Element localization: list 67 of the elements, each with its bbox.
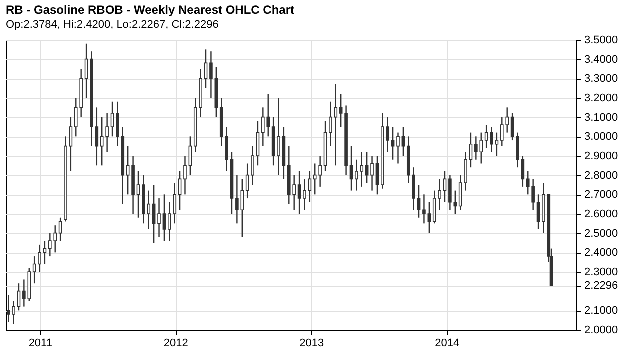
candlestick: [469, 132, 473, 168]
candlestick: [95, 107, 99, 166]
candlestick: [376, 155, 380, 196]
candlestick: [43, 240, 47, 265]
candlestick: [396, 132, 400, 164]
candlestick: [339, 94, 343, 128]
candlestick: [256, 120, 260, 166]
candlestick: [178, 170, 182, 211]
y-tick-label: 2.6000: [584, 208, 618, 220]
candlestick: [370, 155, 374, 192]
candlestick: [277, 97, 280, 176]
y-tick-label: 2.9000: [584, 150, 618, 162]
candlestick: [510, 112, 514, 142]
y-tick-label: 3.1000: [584, 112, 618, 124]
y-tick-label: 3.5000: [584, 34, 618, 46]
y-tick-label: 2.0000: [584, 324, 618, 336]
candlestick: [350, 146, 354, 192]
candlestick: [303, 178, 306, 211]
candlestick: [110, 101, 114, 138]
candlestick: [516, 132, 520, 168]
y-tick-label: 2.2296: [584, 280, 618, 292]
candlestick: [158, 198, 161, 238]
candlestick: [484, 124, 488, 149]
candlestick: [17, 283, 21, 312]
candlestick: [6, 294, 10, 323]
candlestick: [251, 146, 254, 186]
x-tick-label: 2013: [300, 338, 324, 348]
y-tick-label: 3.0000: [584, 131, 618, 144]
y-tick-label: 3.2000: [584, 92, 618, 104]
y-tick-label: 2.7000: [584, 189, 618, 202]
x-tick-label: 2012: [164, 338, 188, 348]
candlestick: [38, 244, 42, 273]
candlestick: [69, 116, 73, 172]
y-tick-label: 2.5000: [584, 228, 618, 240]
chart-title: RB - Gasoline RBOB - Weekly Nearest OHLC Chart: [6, 3, 295, 17]
candlestick: [152, 184, 156, 244]
candlestick: [458, 174, 462, 211]
candlestick: [391, 126, 395, 160]
candlestick: [246, 163, 250, 200]
candlestick: [32, 256, 36, 284]
x-tick-label: 2014: [435, 338, 460, 348]
candlestick: [464, 152, 468, 192]
candlestick: [329, 101, 332, 147]
y-tick-label: 2.1000: [584, 305, 618, 318]
y-tick-label: 3.4000: [584, 54, 618, 66]
candlestick: [428, 202, 432, 234]
y-tick-label: 2.3000: [584, 266, 618, 278]
y-tick-label: 3.3000: [584, 73, 618, 86]
candlestick: [298, 170, 302, 215]
text: Op:2.3784, Hi:2.4200, Lo:2.2267, Cl:2.2296: [6, 19, 219, 31]
candlestick: [136, 170, 140, 218]
candlestick: [521, 155, 525, 188]
y-tick-label: 2.4000: [584, 247, 618, 260]
candlestick: [204, 49, 208, 89]
x-tick-label: 2011: [28, 338, 52, 348]
candlestick: [84, 43, 88, 99]
candlestick: [188, 136, 192, 176]
candlestick: [536, 194, 540, 230]
candlestick: [184, 155, 187, 196]
candlestick: [12, 300, 16, 325]
candlestick: [422, 194, 426, 224]
candlestick: [490, 126, 494, 153]
y-tick-label: 2.8000: [584, 170, 618, 182]
candlestick: [162, 194, 166, 242]
candlestick: [210, 51, 213, 99]
candlestick: [495, 132, 499, 157]
candlestick: [417, 184, 421, 218]
